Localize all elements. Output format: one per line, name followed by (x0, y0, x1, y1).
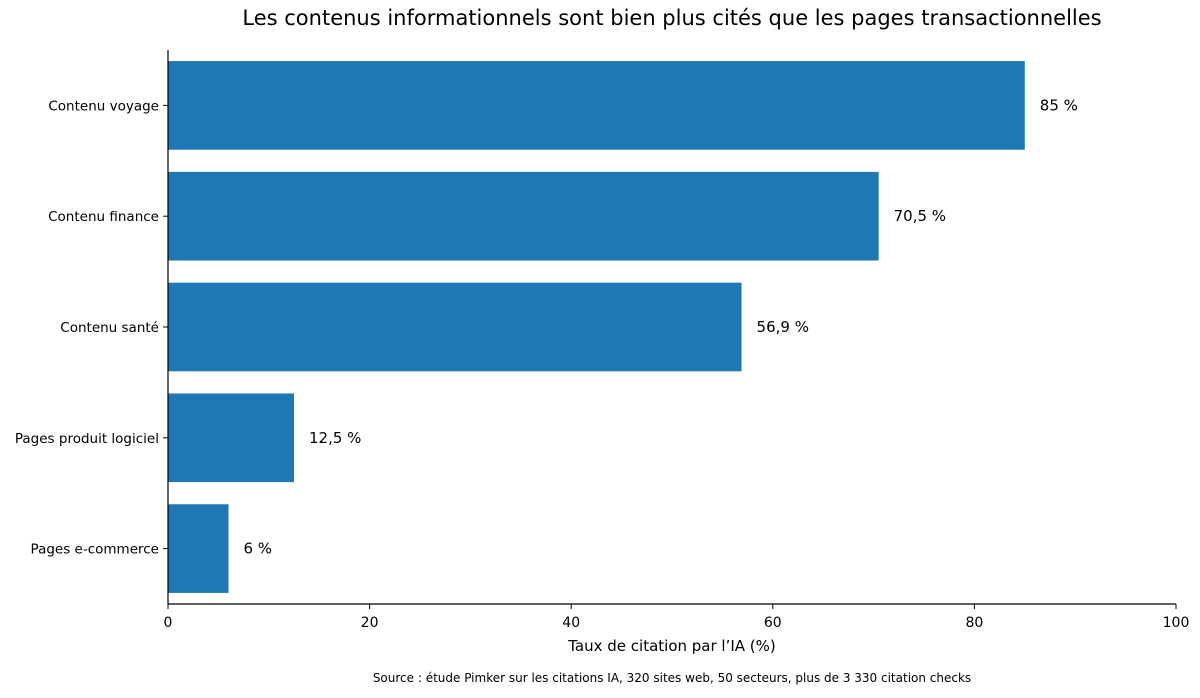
bar-value-label: 12,5 % (309, 429, 361, 447)
source-note: Source : étude Pimker sur les citations … (372, 671, 972, 685)
x-tick-label: 80 (965, 615, 983, 631)
bar-value-label: 85 % (1040, 96, 1078, 114)
x-axis: 0 20 40 60 80 100 (164, 603, 1190, 631)
chart-title: Les contenus informationnels sont bien p… (242, 6, 1102, 30)
bar (168, 171, 879, 261)
value-labels-group: 85 % 70,5 % 56,9 % 12,5 % 6 % (243, 96, 1077, 557)
x-axis-label: Taux de citation par l’IA (%) (567, 637, 776, 655)
y-tick-label: Contenu voyage (48, 98, 159, 114)
y-tick-label: Contenu santé (60, 320, 159, 336)
x-tick-label: 0 (164, 615, 173, 631)
x-tick-label: 60 (764, 615, 782, 631)
bar-value-label: 6 % (243, 540, 272, 558)
x-tick-label: 20 (361, 615, 379, 631)
x-tick-label: 40 (562, 615, 580, 631)
y-tick-label: Pages produit logiciel (15, 431, 159, 447)
bar (168, 282, 742, 372)
y-tick-label: Pages e-commerce (31, 542, 159, 558)
bar-value-label: 56,9 % (757, 318, 809, 336)
bars-group (168, 61, 1025, 593)
bar (168, 504, 229, 593)
y-tick-label: Contenu finance (48, 209, 159, 225)
bar (168, 393, 294, 483)
x-tick-label: 100 (1163, 615, 1190, 631)
bar-value-label: 70,5 % (894, 207, 946, 225)
bar (168, 61, 1025, 150)
y-axis: Contenu voyage Contenu finance Contenu san… (15, 50, 169, 604)
